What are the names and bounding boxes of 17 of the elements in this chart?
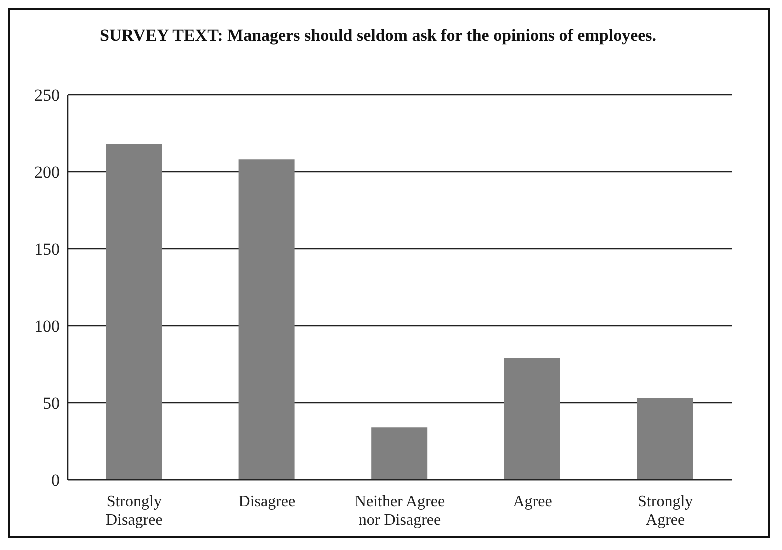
y-tick-label: 50 xyxy=(43,394,60,414)
x-tick-label: Neither Agree nor Disagree xyxy=(354,493,446,529)
y-tick-label: 200 xyxy=(34,163,60,182)
x-tick-label: Disagree xyxy=(238,493,296,510)
y-tick-label: 150 xyxy=(34,240,60,260)
bar xyxy=(372,428,428,480)
y-tick-label: 0 xyxy=(52,471,60,490)
bar xyxy=(637,398,694,480)
x-tick-label: Strongly Agree xyxy=(638,493,694,529)
x-tick-label: Agree xyxy=(513,493,552,510)
y-tick-label: 100 xyxy=(34,317,60,336)
bar xyxy=(106,144,162,480)
bar xyxy=(504,358,560,480)
chart-title: SURVEY TEXT: Managers should seldom ask for the opinions of employees. xyxy=(100,26,658,46)
y-tick-label: 250 xyxy=(34,86,60,106)
x-tick-label: Strongly Disagree xyxy=(106,493,163,529)
bar xyxy=(238,160,295,480)
